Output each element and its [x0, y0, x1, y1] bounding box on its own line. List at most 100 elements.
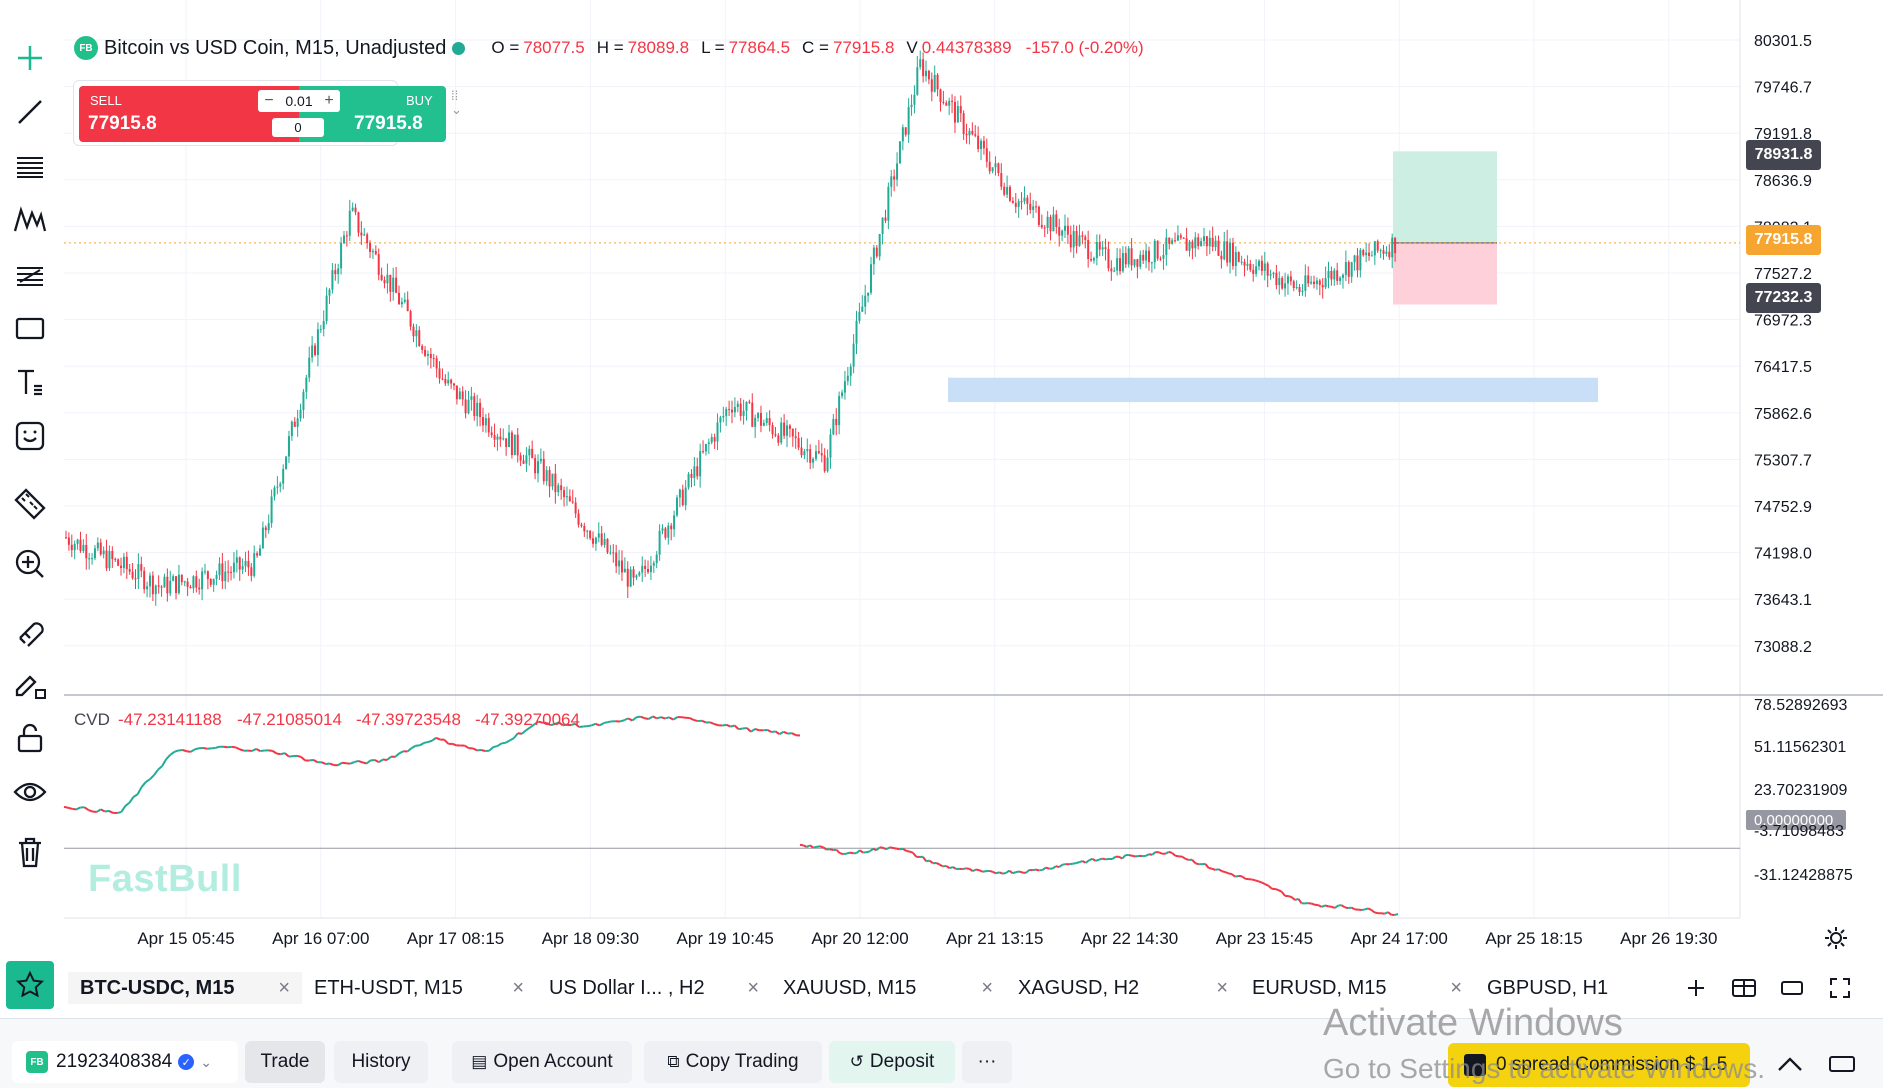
candle-body: [814, 451, 817, 459]
cvd-line-segment: [1191, 858, 1197, 864]
tab-gbpusd[interactable]: GBPUSD, H1: [1475, 972, 1675, 1004]
candle-body: [910, 104, 913, 107]
emoji-icon[interactable]: [8, 414, 52, 458]
candle-body: [435, 358, 438, 369]
chart-settings-icon[interactable]: [1822, 924, 1850, 952]
tab-xauusd[interactable]: XAUUSD, M15 ×: [771, 972, 1005, 1004]
forecast-icon[interactable]: [8, 252, 52, 296]
unlock-icon[interactable]: [8, 716, 52, 760]
decrease-quantity-button[interactable]: −: [264, 92, 274, 109]
deposit-button[interactable]: ↺ Deposit: [829, 1041, 955, 1083]
close-tab-icon[interactable]: ×: [1216, 976, 1228, 999]
history-tab[interactable]: History: [334, 1041, 428, 1083]
candle-body: [290, 421, 293, 437]
single-layout-icon[interactable]: [1776, 972, 1808, 1004]
cvd-line-segment: [1041, 866, 1047, 871]
tab-eurusd[interactable]: EURUSD, M15 ×: [1240, 972, 1474, 1004]
candle-body: [311, 345, 314, 358]
candle-body: [609, 552, 612, 554]
candle-body: [539, 458, 542, 462]
lock-drawing-icon[interactable]: [8, 662, 52, 706]
close-tab-icon[interactable]: ×: [512, 976, 524, 999]
candle-body: [1064, 225, 1066, 231]
quantity-value[interactable]: 0.01: [285, 93, 313, 109]
tab-xagusd[interactable]: XAGUSD, H2 ×: [1006, 972, 1240, 1004]
bottom-toolbar: FB 21923408384 ✓ ⌄ Trade History ▤ Open A…: [0, 1018, 1883, 1088]
cvd-line-segment: [329, 762, 335, 767]
candle-body: [453, 383, 456, 386]
increase-quantity-button[interactable]: +: [324, 92, 334, 109]
candle-body: [629, 569, 632, 587]
candle-body: [206, 571, 209, 579]
tab-us-dollar-index[interactable]: US Dollar I... , H2 ×: [537, 972, 771, 1004]
promo-banner[interactable]: 0 spread Commission $ 1.5: [1448, 1043, 1750, 1087]
widget-drag-handle-icon[interactable]: ⁞⁞ ⌄: [451, 88, 462, 117]
open-account-button[interactable]: ▤ Open Account: [452, 1041, 632, 1083]
candle-body: [1339, 277, 1342, 281]
candle-body: [1095, 242, 1098, 259]
candle-body: [1255, 266, 1258, 274]
crosshair-icon[interactable]: [8, 36, 52, 80]
cvd-line-segment: [855, 849, 861, 854]
candle-body: [253, 553, 256, 576]
buy-label: BUY: [406, 93, 433, 108]
cvd-line-segment: [394, 752, 400, 758]
cvd-line-segment: [885, 846, 891, 851]
low-value: 77864.5: [728, 38, 791, 57]
cvd-line-segment: [88, 809, 93, 813]
ruler-icon[interactable]: [8, 482, 52, 526]
close-tab-icon[interactable]: ×: [1450, 976, 1462, 999]
eye-icon[interactable]: [8, 770, 52, 814]
fullscreen-icon[interactable]: [1824, 972, 1856, 1004]
price-chart[interactable]: 80301.579746.779191.878636.978082.177527…: [0, 0, 1883, 958]
close-tab-icon[interactable]: ×: [981, 976, 993, 999]
trade-tab[interactable]: Trade: [245, 1041, 325, 1083]
text-icon[interactable]: [8, 360, 52, 404]
cvd-line-segment: [1228, 872, 1233, 876]
candle-body: [1020, 201, 1023, 203]
more-options-button[interactable]: ···: [962, 1041, 1012, 1083]
candle-body: [959, 106, 962, 114]
candle-body: [620, 560, 623, 573]
cvd-line-segment: [968, 868, 974, 872]
account-selector[interactable]: FB 21923408384 ✓ ⌄: [12, 1041, 238, 1083]
candle-body: [1185, 238, 1188, 251]
fib-retracement-icon[interactable]: [8, 144, 52, 188]
symbol-title[interactable]: Bitcoin vs USD Coin, M15, Unadjusted: [104, 36, 447, 59]
rectangle-icon[interactable]: [8, 306, 52, 350]
pattern-icon[interactable]: [8, 198, 52, 242]
quantity-stepper[interactable]: − 0.01 +: [258, 90, 340, 112]
candle-body: [1191, 241, 1194, 249]
candle-body: [1388, 251, 1391, 258]
tab-btc-usdc[interactable]: BTC-USDC, M15 ×: [68, 972, 302, 1004]
cvd-line-segment: [1291, 896, 1296, 901]
split-layout-icon[interactable]: [1728, 972, 1760, 1004]
candle-body: [861, 306, 864, 312]
candle-body: [670, 525, 673, 530]
close-tab-icon[interactable]: ×: [747, 976, 759, 999]
candle-body: [1159, 258, 1162, 260]
magnet-icon[interactable]: [8, 608, 52, 652]
tab-eth-usdt[interactable]: ETH-USDT, M15 ×: [302, 972, 536, 1004]
candle-body: [1318, 280, 1321, 285]
cvd-line-segment: [538, 720, 543, 724]
trend-line-icon[interactable]: [8, 90, 52, 134]
trash-icon[interactable]: [8, 830, 52, 874]
watchlist-star-button[interactable]: [6, 961, 54, 1009]
cvd-axis-label: 23.70231909: [1754, 782, 1848, 799]
close-tab-icon[interactable]: ×: [278, 976, 290, 999]
candle-body: [70, 544, 73, 551]
tab-label: EURUSD, M15: [1252, 976, 1387, 999]
chevron-up-icon[interactable]: [1774, 1049, 1806, 1079]
cvd-line-segment: [664, 716, 670, 720]
cvd-line-segment: [464, 744, 470, 750]
candle-body: [759, 413, 762, 426]
copy-trading-button[interactable]: ⧉ Copy Trading: [644, 1041, 822, 1083]
verified-icon: ✓: [178, 1054, 195, 1070]
cvd-line-segment: [1294, 897, 1299, 901]
add-tab-icon[interactable]: [1680, 972, 1712, 1004]
zoom-in-icon[interactable]: [8, 542, 52, 586]
cvd-line-segment: [72, 807, 77, 811]
cvd-line-segment: [374, 759, 380, 764]
panel-toggle-icon[interactable]: [1826, 1049, 1858, 1079]
